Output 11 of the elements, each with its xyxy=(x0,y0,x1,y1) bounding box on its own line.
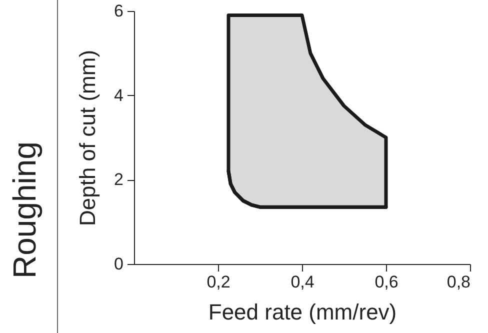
y-tick-label: 6 xyxy=(114,2,124,20)
y-tick-label: 2 xyxy=(114,170,124,190)
text: Roughing xyxy=(6,142,44,278)
x-tick-label: 0,6 xyxy=(374,272,398,292)
y-axis-title: Depth of cut (mm) xyxy=(75,50,100,226)
y-tick-label: 0 xyxy=(114,254,124,274)
x-tick-label: 0,4 xyxy=(290,272,314,292)
x-tick-label: 0,8 xyxy=(446,272,470,292)
x-tick-label: 0,2 xyxy=(206,272,230,292)
y-tick-label: 4 xyxy=(114,86,124,105)
x-axis-title: Feed rate (mm/rev) xyxy=(208,300,397,324)
